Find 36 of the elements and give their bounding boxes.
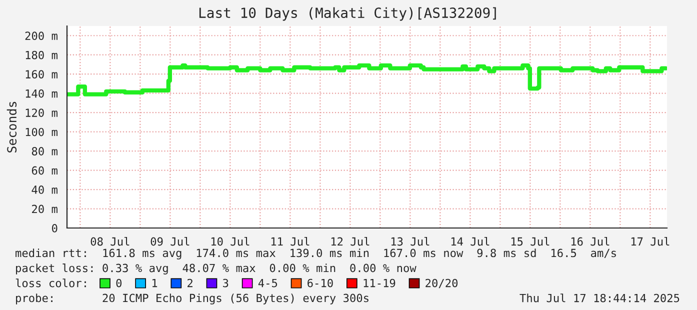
x-tick-label: 11 Jul (271, 237, 310, 246)
y-tick-label: 0 (52, 224, 58, 232)
x-tick-label: 13 Jul (391, 237, 430, 246)
y-tick-label: 80 m (32, 147, 58, 156)
y-tick-label: 60 m (32, 166, 58, 175)
x-tick-label: 14 Jul (451, 237, 490, 246)
legend-label: 1 (152, 278, 158, 288)
y-tick-label: 20 m (32, 204, 58, 214)
y-tick-label: 140 m (26, 89, 58, 98)
y-tick-label: 160 m (26, 70, 58, 79)
legend-label: 2 (188, 278, 192, 288)
legend-label: 20/20 (426, 278, 458, 288)
y-tick-label: 200 m (25, 32, 58, 40)
x-tick-label: 12 Jul (331, 237, 370, 246)
x-tick-label: 08 Jul (90, 237, 130, 246)
x-tick-label: 16 Jul (571, 237, 610, 246)
text: median rtt: 161.8 ms avg 174.0 ms max 139.0 ms min 167.0 ms now 9.8 ms sd 16.5 am/s (16, 248, 616, 260)
y-tick-label: 120 m (26, 108, 58, 117)
chart-title: Last 10 Days (Makati City)[AS132209] (199, 7, 496, 21)
x-tick-label: 15 Jul (511, 237, 550, 246)
text: packet loss: 0.33 % avg 48.07 % max 0.00 % min 0.00 % now (16, 264, 416, 274)
legend-label: 0 (116, 278, 122, 288)
x-tick-label: 09 Jul (150, 237, 190, 246)
x-tick-label: 10 Jul (211, 237, 250, 246)
y-axis-title: Seconds (6, 102, 17, 152)
text: probe: 20 ICMP Echo Pings (56 Bytes) every 300s (16, 294, 368, 304)
legend-label: 3 (223, 278, 228, 288)
y-tick-label: 40 m (32, 186, 58, 194)
legend-label: 4-5 (258, 278, 278, 288)
x-tick-label: 17 Jul (631, 237, 670, 246)
y-tick-label: 100 m (26, 128, 58, 136)
legend-label: 6-10 (308, 278, 333, 288)
legend-title: loss color: (16, 278, 86, 288)
y-tick-label: 180 m (26, 50, 58, 60)
text: Thu Jul 17 18:44:14 2025 (520, 294, 680, 302)
legend-label: 11-19 (364, 278, 396, 288)
